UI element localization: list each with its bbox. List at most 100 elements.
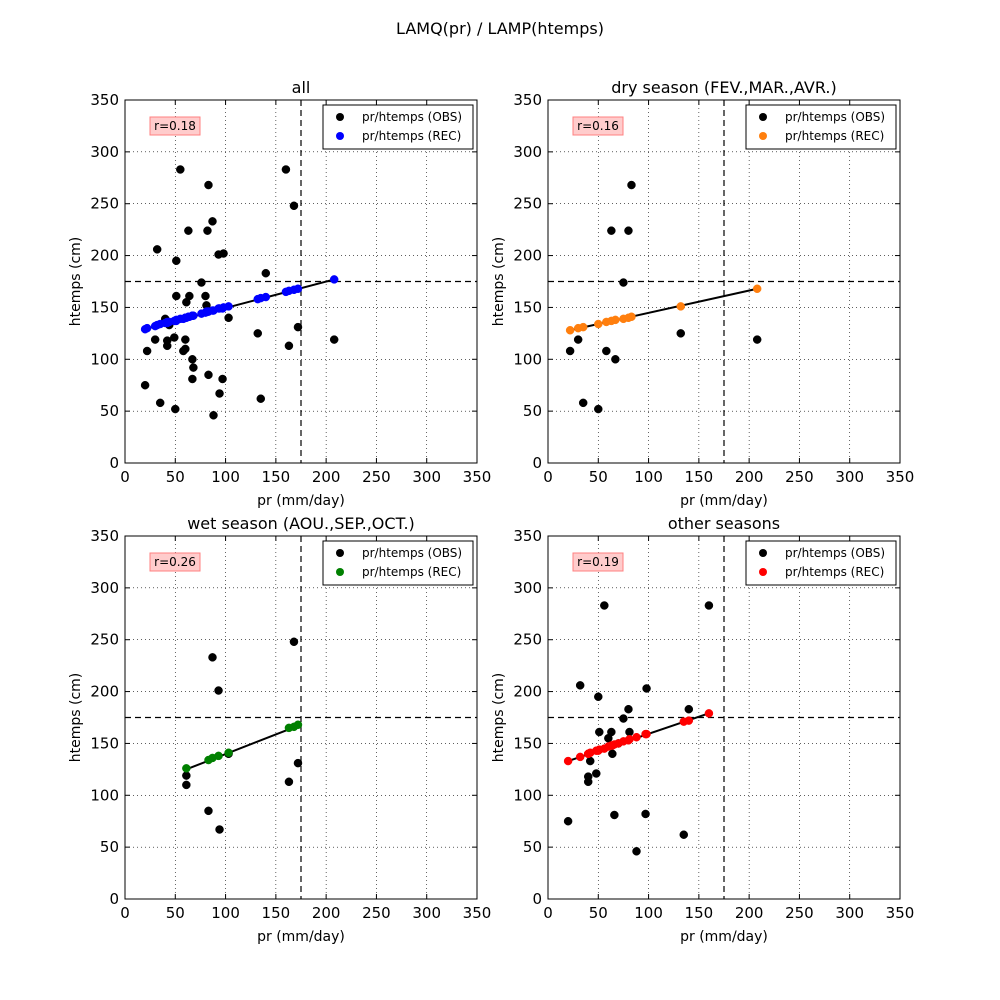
data-point bbox=[152, 245, 162, 254]
legend: pr/htemps (OBS) pr/htemps (REC) bbox=[745, 540, 897, 586]
x-tick-label: 200 bbox=[312, 904, 341, 922]
y-tick-label: 300 bbox=[513, 143, 542, 161]
data-point bbox=[607, 226, 616, 235]
x-tick-label: 50 bbox=[589, 904, 608, 922]
y-tick-label: 50 bbox=[523, 402, 542, 420]
data-point bbox=[209, 411, 218, 420]
data-point bbox=[142, 346, 152, 356]
x-tick-label: 350 bbox=[886, 468, 915, 486]
data-point bbox=[284, 341, 294, 351]
chart-panel-1: 0 50 100 150 200 250 300 350 0 50 100 150 200 250 300 3… bbox=[68, 78, 491, 509]
data-point bbox=[752, 284, 762, 294]
data-point bbox=[140, 380, 150, 390]
series-rec bbox=[182, 720, 303, 773]
data-point bbox=[575, 752, 585, 762]
legend: pr/htemps (OBS) pr/htemps (REC) bbox=[322, 104, 474, 150]
data-point bbox=[625, 735, 634, 744]
data-point bbox=[563, 756, 573, 766]
plot-frame bbox=[124, 535, 478, 900]
legend: pr/htemps (OBS) pr/htemps (REC) bbox=[322, 540, 474, 586]
data-point bbox=[214, 686, 223, 695]
y-tick-label: 100 bbox=[513, 350, 542, 368]
data-point bbox=[676, 302, 686, 311]
data-point bbox=[594, 692, 603, 702]
data-point bbox=[578, 398, 588, 408]
correlation-box bbox=[572, 552, 624, 572]
data-point bbox=[203, 226, 212, 235]
x-tick-label: 100 bbox=[211, 904, 240, 922]
data-point bbox=[594, 404, 603, 414]
data-point bbox=[181, 335, 190, 344]
x-tick-label: 150 bbox=[685, 468, 714, 486]
data-point bbox=[197, 278, 206, 287]
y-tick-label: 350 bbox=[90, 527, 119, 545]
correlation-label: r=0.18 bbox=[154, 119, 196, 133]
data-point bbox=[641, 809, 650, 819]
data-point bbox=[188, 374, 197, 384]
y-axis-label: htemps (cm) bbox=[491, 237, 507, 327]
legend-box bbox=[322, 104, 474, 150]
plot-frame bbox=[547, 535, 901, 900]
series-obs bbox=[182, 637, 303, 834]
data-point bbox=[182, 764, 191, 773]
data-point bbox=[184, 226, 193, 235]
x-tick-label: 300 bbox=[412, 904, 441, 922]
x-tick-label: 150 bbox=[262, 904, 291, 922]
y-axis-label: htemps (cm) bbox=[68, 237, 84, 327]
data-point bbox=[632, 847, 641, 856]
data-point bbox=[208, 217, 217, 226]
data-point bbox=[608, 749, 617, 759]
data-point bbox=[171, 404, 180, 414]
series-rec bbox=[565, 284, 762, 335]
legend-label: pr/htemps (REC) bbox=[785, 129, 884, 143]
data-point bbox=[204, 806, 213, 816]
data-point bbox=[632, 732, 641, 742]
y-tick-label: 300 bbox=[90, 579, 119, 597]
x-tick-label: 300 bbox=[412, 468, 441, 486]
correlation-label: r=0.19 bbox=[577, 555, 619, 569]
x-tick-label: 200 bbox=[312, 468, 341, 486]
x-tick-label: 350 bbox=[886, 904, 915, 922]
data-point bbox=[607, 727, 616, 737]
data-point bbox=[704, 601, 714, 610]
data-point bbox=[172, 256, 181, 266]
data-point bbox=[261, 292, 271, 302]
data-point bbox=[185, 291, 194, 301]
legend-label: pr/htemps (OBS) bbox=[362, 110, 462, 124]
data-point bbox=[293, 284, 303, 294]
x-tick-label: 150 bbox=[685, 904, 714, 922]
legend-label: pr/htemps (REC) bbox=[362, 129, 461, 143]
data-point bbox=[329, 275, 339, 284]
data-point bbox=[150, 335, 160, 344]
x-tick-label: 100 bbox=[211, 468, 240, 486]
x-tick-label: 300 bbox=[835, 904, 864, 922]
x-tick-label: 350 bbox=[463, 468, 492, 486]
y-tick-label: 150 bbox=[513, 298, 542, 316]
legend-label: pr/htemps (OBS) bbox=[785, 546, 885, 560]
data-point bbox=[624, 704, 633, 714]
data-point bbox=[563, 816, 573, 826]
y-tick-label: 50 bbox=[523, 838, 542, 856]
x-tick-label: 200 bbox=[735, 468, 764, 486]
plot-frame bbox=[124, 99, 478, 464]
data-point bbox=[704, 709, 714, 718]
data-point bbox=[624, 226, 633, 235]
y-tick-label: 0 bbox=[532, 454, 542, 472]
y-axis-label: htemps (cm) bbox=[68, 673, 84, 763]
x-tick-label: 0 bbox=[120, 468, 130, 486]
data-point bbox=[610, 810, 619, 820]
data-point bbox=[611, 355, 620, 364]
data-point bbox=[219, 249, 228, 258]
data-point bbox=[619, 278, 628, 287]
x-tick-label: 50 bbox=[589, 468, 608, 486]
y-tick-label: 50 bbox=[100, 402, 119, 420]
data-point bbox=[676, 329, 686, 338]
data-point bbox=[204, 370, 213, 380]
data-point bbox=[215, 389, 224, 398]
data-point bbox=[602, 346, 611, 356]
data-point bbox=[565, 325, 575, 335]
data-point bbox=[684, 716, 694, 725]
correlation-box bbox=[149, 552, 201, 572]
data-point bbox=[619, 714, 628, 723]
data-point bbox=[289, 201, 299, 211]
